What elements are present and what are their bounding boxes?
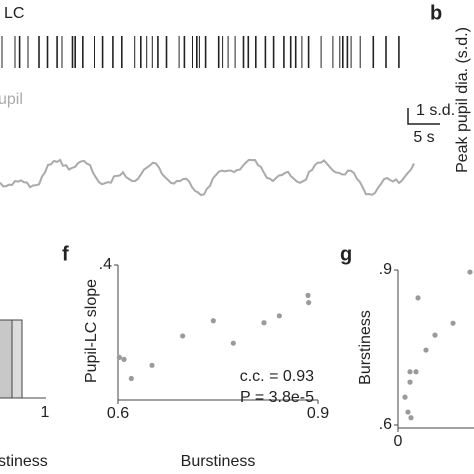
lc-label: LC [4, 5, 24, 22]
y-tick-label: .9 [379, 261, 392, 278]
scale-bar [407, 108, 440, 125]
y-axis-label: Pupil-LC slope [83, 279, 100, 383]
point [415, 295, 421, 301]
point [305, 292, 311, 298]
panel-label: g [340, 243, 352, 265]
point [230, 340, 236, 346]
x-tick-label: 0.6 [107, 405, 129, 422]
panel-label: f [62, 243, 69, 265]
point [402, 394, 408, 400]
point [210, 318, 216, 324]
x-axis-label: Burstiness [181, 453, 256, 470]
x-tick-label: 0 [394, 433, 403, 450]
hist-bar [11, 319, 23, 399]
point [261, 320, 267, 326]
point [413, 369, 419, 375]
point [180, 333, 186, 339]
panel-label: b [430, 2, 442, 24]
scale-y-label: 1 s.d. [416, 102, 455, 119]
point [149, 362, 155, 368]
pupil-trace [0, 158, 415, 197]
x-tick-label: 0.9 [307, 405, 329, 422]
point [276, 313, 282, 319]
y-tick-label: .6 [379, 416, 392, 433]
y-tick-label: .4 [99, 256, 112, 273]
x-tick-label: 1 [41, 404, 50, 421]
point [128, 375, 134, 382]
scale-x-label: 5 s [413, 129, 434, 146]
point [450, 320, 456, 326]
point [467, 269, 473, 275]
point [116, 354, 122, 360]
pupil-label: upil [0, 91, 23, 108]
annotation: c.c. = 0.93 [240, 368, 314, 385]
point [408, 415, 414, 421]
point [405, 409, 411, 415]
point [121, 356, 127, 362]
spike-raster [1, 36, 400, 68]
x-axis-label: stiness [0, 453, 48, 470]
y-axis-label: Peak pupil dia. (s.d.) [454, 27, 471, 173]
annotation: P = 3.8e-5 [240, 389, 314, 406]
hist-bar [0, 319, 13, 399]
point [407, 369, 413, 375]
point [306, 300, 312, 306]
y-axis-label: Burstiness [357, 310, 374, 385]
point [432, 332, 438, 338]
point [423, 347, 429, 353]
point [407, 379, 413, 385]
